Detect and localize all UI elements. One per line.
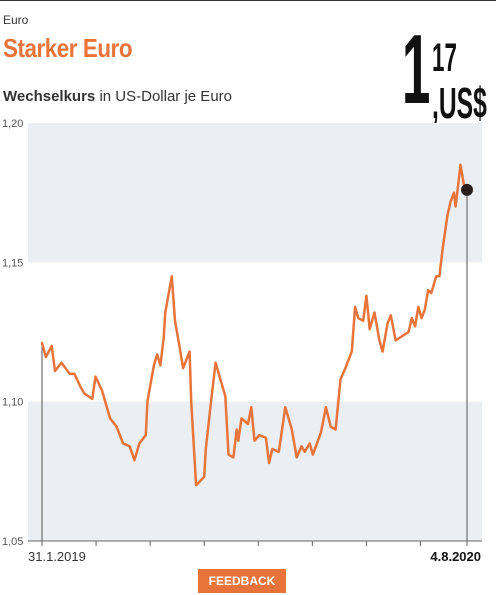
- x-start-label: 31.1.2019: [28, 549, 86, 564]
- y-tick-label: 1,20: [2, 118, 23, 130]
- feedback-button[interactable]: FEEDBACK: [198, 569, 286, 593]
- y-tick-label: 1,15: [2, 257, 23, 269]
- chart-band-2: [28, 123, 482, 263]
- y-tick-label: 1,05: [2, 536, 23, 548]
- x-end-label: 4.8.2020: [430, 549, 481, 564]
- end-point-dot: [461, 183, 473, 196]
- current-value-unit: ,US$: [432, 79, 487, 128]
- current-value-integer: 1: [402, 14, 431, 124]
- current-value-display: 1 17 ,US$: [399, 20, 489, 129]
- subtitle-bold: Wechselkurs: [3, 88, 96, 105]
- top-rule: [0, 0, 496, 1]
- exchange-rate-chart: 1,05 1,10 1,15 1,20 31.1.2019 4.8.2020: [2, 118, 482, 564]
- chart-band-0: [28, 401, 482, 541]
- subtitle-rest: in US-Dollar je Euro: [95, 88, 232, 105]
- exchange-rate-line: [40, 163, 469, 487]
- kicker-label: Euro: [3, 13, 29, 27]
- subtitle: Wechselkurs in US-Dollar je Euro: [3, 88, 232, 105]
- y-tick-label: 1,10: [2, 397, 23, 409]
- headline: Starker Euro: [3, 33, 133, 63]
- current-value-decimal: 17: [432, 36, 457, 80]
